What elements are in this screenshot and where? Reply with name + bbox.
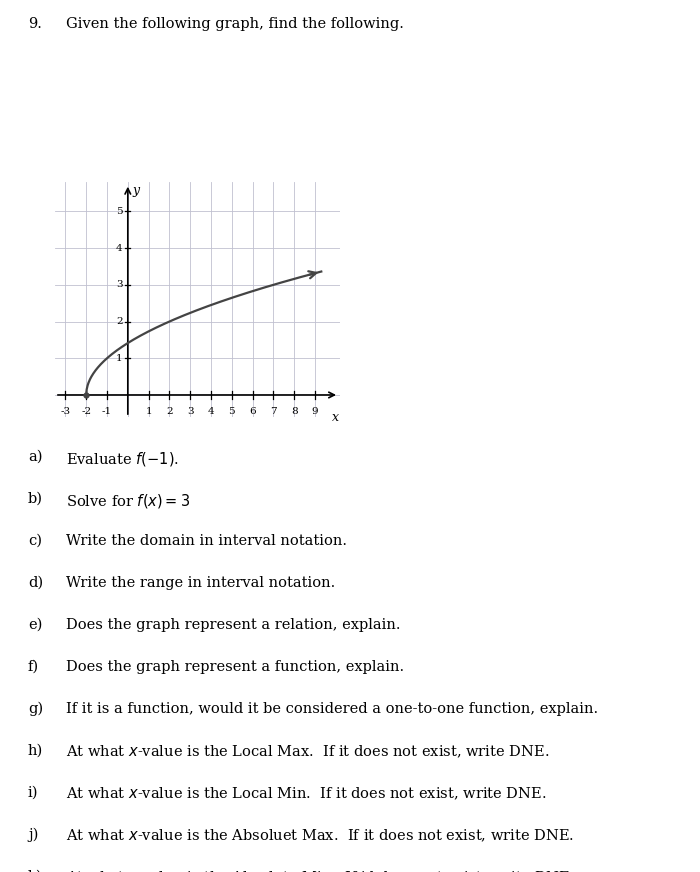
Text: -1: -1 (102, 406, 112, 416)
Text: Write the domain in interval notation.: Write the domain in interval notation. (66, 534, 347, 548)
Text: 1: 1 (146, 406, 152, 416)
Text: At what $x$-value is the Local Min.  If it does not exist, write DNE.: At what $x$-value is the Local Min. If i… (66, 786, 547, 802)
Text: e): e) (28, 618, 43, 632)
Text: b): b) (28, 492, 43, 506)
Text: f): f) (28, 660, 39, 674)
Text: Write the range in interval notation.: Write the range in interval notation. (66, 576, 335, 590)
Text: At what $x$-value is the Local Max.  If it does not exist, write DNE.: At what $x$-value is the Local Max. If i… (66, 744, 550, 760)
Text: 8: 8 (291, 406, 298, 416)
Text: 4: 4 (208, 406, 214, 416)
Text: d): d) (28, 576, 43, 590)
Text: Does the graph represent a function, explain.: Does the graph represent a function, exp… (66, 660, 404, 674)
Text: 6: 6 (249, 406, 256, 416)
Text: -2: -2 (81, 406, 91, 416)
Text: If it is a function, would it be considered a one-to-one function, explain.: If it is a function, would it be conside… (66, 702, 598, 716)
Text: 3: 3 (116, 280, 122, 290)
Text: Solve for $f(x) = 3$: Solve for $f(x) = 3$ (66, 492, 190, 510)
Text: Evaluate $f(-1)$.: Evaluate $f(-1)$. (66, 450, 179, 468)
Text: 4: 4 (116, 243, 122, 253)
Text: Given the following graph, find the following.: Given the following graph, find the foll… (66, 17, 404, 31)
Text: Does the graph represent a relation, explain.: Does the graph represent a relation, exp… (66, 618, 400, 632)
Text: 5: 5 (228, 406, 235, 416)
Text: 9.: 9. (28, 17, 42, 31)
Text: x: x (332, 412, 340, 425)
Text: 5: 5 (116, 207, 122, 216)
Text: -3: -3 (60, 406, 71, 416)
Text: i): i) (28, 786, 38, 800)
Text: g): g) (28, 702, 43, 717)
Text: a): a) (28, 450, 43, 464)
Text: At what $x$-value is the Absolute Min.  If id does not exist, write DNE.: At what $x$-value is the Absolute Min. I… (66, 870, 575, 872)
Text: k): k) (28, 870, 43, 872)
Text: 3: 3 (187, 406, 193, 416)
Text: At what $x$-value is the Absoluet Max.  If it does not exist, write DNE.: At what $x$-value is the Absoluet Max. I… (66, 828, 574, 844)
Text: h): h) (28, 744, 43, 758)
Text: 1: 1 (116, 354, 122, 363)
Text: 2: 2 (166, 406, 173, 416)
Text: 2: 2 (116, 317, 122, 326)
Text: c): c) (28, 534, 42, 548)
Text: 9: 9 (312, 406, 318, 416)
Text: y: y (132, 184, 139, 197)
Text: 7: 7 (270, 406, 276, 416)
Text: j): j) (28, 828, 38, 842)
